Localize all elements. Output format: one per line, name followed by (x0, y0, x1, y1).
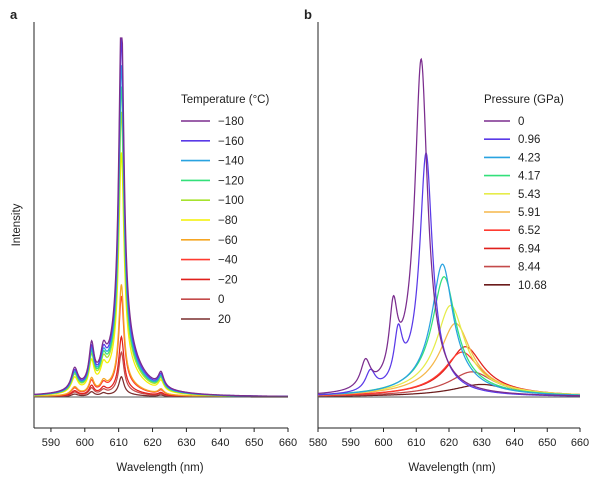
panel-b-x-tick-label: 650 (538, 437, 556, 449)
panel-b-series-line (317, 322, 581, 396)
panel-a-legend-label: −40 (218, 255, 238, 267)
panel-b-x-tick-label: 620 (440, 437, 458, 449)
panel-b-x-tick-label: 600 (374, 437, 392, 449)
panel-a-legend-label: −140 (218, 156, 244, 168)
panel-a-ticks: 590 600 610 620 630 640 650 660 (42, 428, 297, 449)
panel-b-x-tick-label: 610 (407, 437, 425, 449)
panel-a-series-line (33, 65, 289, 398)
panel-b-series-line (317, 263, 581, 396)
panel-a-series-line (33, 37, 288, 397)
panel-b-series-line (317, 276, 581, 396)
panel-b-legend-label: 0 (518, 116, 524, 128)
panel-a-legend-label: 0 (218, 294, 224, 306)
panel-a-legend-label: −160 (218, 136, 244, 148)
panel-b-legend-label: 10.68 (518, 280, 547, 292)
panel-a-legend-label: −180 (218, 116, 244, 128)
panel-b-legend: 0 0.96 4.23 4.17 5.43 5.91 6.52 6.94 8.44 10.68 (484, 116, 547, 292)
panel-a-x-tick-label: 620 (143, 437, 161, 449)
panel-b-legend-label: 0.96 (518, 134, 540, 146)
panel-b-x-tick-label: 640 (505, 437, 523, 449)
panel-b-letter: b (304, 7, 312, 22)
panel-a-x-tick-label: 630 (177, 437, 195, 449)
panel-a-series-line (33, 111, 288, 398)
panel-a-x-tick-label: 640 (211, 437, 229, 449)
panel-a-legend-label: 20 (218, 314, 231, 326)
panel-b-legend-title: Pressure (GPa) (484, 94, 564, 106)
panel-a-x-tick-label: 590 (42, 437, 60, 449)
panel-a-legend-label: −20 (218, 274, 238, 286)
panel-a-curves (33, 37, 289, 398)
panel-b-curves (317, 57, 581, 398)
panel-b-legend-label: 4.23 (518, 152, 540, 164)
panel-b-legend-label: 4.17 (518, 171, 540, 183)
panel-b-x-tick-label: 660 (571, 437, 589, 449)
panel-a-series-line (33, 335, 288, 398)
panel-a-series-line (33, 152, 289, 398)
panel-a-x-tick-label: 660 (279, 437, 297, 449)
panel-b-x-axis-title: Wavelength (nm) (408, 462, 495, 474)
panel-b-ticks: 580 590 600 610 620 630 640 650 660 (309, 428, 589, 449)
panel-b-series-line (317, 152, 581, 397)
panel-b-legend-label: 6.52 (518, 225, 540, 237)
panel-a-x-axis-title: Wavelength (nm) (116, 462, 203, 474)
panel-b-legend-label: 5.91 (518, 207, 540, 219)
panel-a-legend-label: −60 (218, 235, 238, 247)
panel-a-x-tick-label: 650 (245, 437, 263, 449)
panel-a-legend-label: −100 (218, 195, 244, 207)
panel-b-legend-label: 8.44 (518, 262, 541, 274)
panel-a-legend-label: −80 (218, 215, 238, 227)
panel-a-letter: a (10, 7, 18, 22)
panel-a-legend-title: Temperature (°C) (181, 94, 269, 106)
panel-a: a Intensity Wavelength (nm) 590 600 610 620… (10, 7, 297, 474)
panel-a-x-tick-label: 610 (109, 437, 127, 449)
panel-b-x-tick-label: 630 (473, 437, 491, 449)
panel-a-x-tick-label: 600 (76, 437, 94, 449)
panel-b-legend-label: 6.94 (518, 243, 541, 255)
panel-b-series-line (317, 57, 581, 397)
panel-a-legend: −180 −160 −140 −120 −100 −80 −60 −40 −20 0 20 (181, 116, 244, 326)
panel-a-y-axis-title: Intensity (11, 203, 23, 246)
panel-a-legend-label: −120 (218, 175, 244, 187)
panel-a-series-line (33, 86, 289, 398)
panel-b-legend-label: 5.43 (518, 189, 540, 201)
panel-b-x-tick-label: 580 (309, 437, 327, 449)
panel-b: b Wavelength (nm) 580 590 600 610 620 630 640 6… (304, 7, 589, 474)
panel-b-x-tick-label: 590 (342, 437, 360, 449)
panel-a-series-line (33, 37, 289, 397)
